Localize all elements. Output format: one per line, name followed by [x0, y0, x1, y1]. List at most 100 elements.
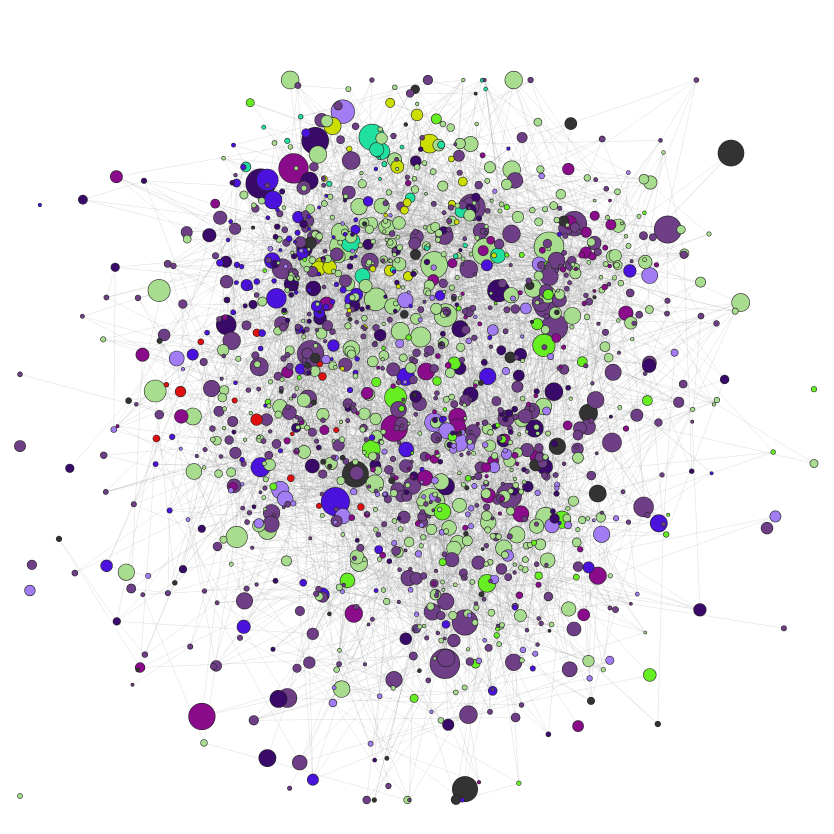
node	[202, 228, 217, 243]
node	[375, 531, 382, 538]
node	[422, 225, 428, 230]
node	[542, 206, 549, 213]
node	[204, 329, 210, 336]
node	[340, 221, 345, 226]
node	[391, 252, 397, 257]
node	[233, 380, 238, 386]
node	[471, 334, 478, 341]
node	[431, 508, 436, 513]
node	[577, 608, 591, 622]
node	[408, 566, 413, 572]
node	[487, 335, 493, 341]
node	[617, 279, 624, 287]
node	[457, 295, 463, 301]
node	[493, 632, 500, 639]
node	[695, 276, 706, 288]
node	[339, 419, 344, 424]
node	[199, 357, 208, 366]
node	[583, 292, 589, 299]
node	[263, 507, 268, 512]
node	[152, 461, 159, 467]
node	[512, 476, 518, 482]
node	[474, 180, 483, 190]
node	[605, 215, 611, 221]
node	[518, 702, 525, 708]
node	[240, 482, 245, 487]
node	[367, 740, 374, 747]
node	[156, 337, 163, 344]
node	[481, 419, 489, 426]
node	[231, 397, 238, 404]
node	[519, 302, 532, 315]
node	[586, 696, 595, 705]
node	[588, 566, 607, 585]
node	[465, 337, 472, 344]
node	[71, 569, 79, 577]
node	[697, 312, 705, 320]
node	[374, 328, 387, 342]
node	[380, 366, 385, 371]
node	[271, 439, 282, 449]
node	[328, 698, 338, 708]
node	[418, 543, 424, 549]
node	[301, 318, 306, 323]
node	[455, 305, 462, 312]
node	[552, 472, 559, 478]
node	[408, 237, 422, 250]
node	[571, 537, 582, 548]
node	[24, 584, 36, 597]
node	[497, 278, 507, 288]
node	[409, 693, 419, 703]
node	[284, 317, 291, 324]
node	[547, 628, 552, 633]
node	[433, 503, 452, 521]
node	[511, 211, 524, 224]
node	[323, 339, 328, 344]
node	[440, 251, 447, 258]
node	[271, 140, 278, 146]
node	[393, 425, 400, 432]
node	[629, 601, 633, 606]
node	[342, 231, 348, 237]
node	[588, 252, 597, 261]
node	[248, 715, 259, 726]
node	[508, 263, 513, 267]
node	[565, 505, 571, 511]
node	[383, 294, 388, 299]
node	[586, 675, 593, 682]
node	[446, 123, 455, 132]
node	[479, 152, 486, 159]
node	[483, 231, 488, 235]
node	[562, 163, 575, 176]
node	[487, 324, 499, 336]
node	[510, 712, 521, 723]
node	[283, 437, 291, 445]
node	[37, 203, 42, 208]
node	[401, 397, 406, 402]
node	[399, 353, 408, 362]
node	[507, 487, 514, 494]
node	[371, 377, 382, 388]
node	[265, 215, 271, 221]
node	[380, 587, 387, 593]
node	[350, 224, 361, 235]
node	[562, 513, 572, 523]
node	[565, 222, 570, 228]
node	[580, 226, 592, 238]
node	[506, 146, 511, 151]
node	[471, 200, 477, 206]
node	[103, 294, 110, 301]
node	[262, 476, 269, 483]
node	[562, 420, 573, 431]
node	[143, 379, 167, 403]
node	[608, 249, 622, 263]
node	[194, 453, 199, 458]
node	[335, 583, 344, 591]
node	[463, 416, 468, 421]
node	[438, 558, 447, 567]
node	[410, 475, 415, 480]
node	[462, 242, 468, 248]
node	[602, 244, 609, 251]
node	[673, 396, 685, 408]
node	[507, 429, 514, 435]
